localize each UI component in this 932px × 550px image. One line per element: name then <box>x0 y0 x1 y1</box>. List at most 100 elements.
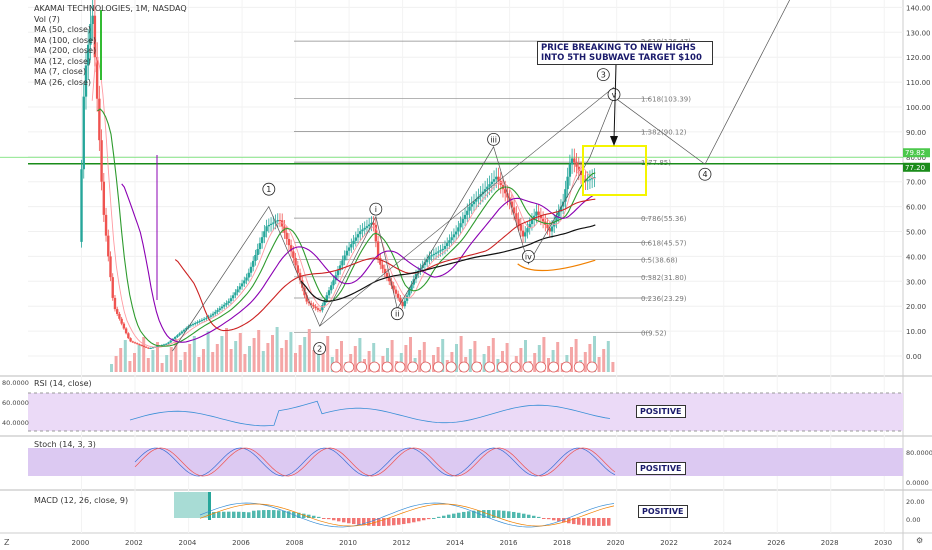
legend-ma26[interactable]: MA (26, close) <box>34 77 92 87</box>
legend-ma12[interactable]: MA (12, close) <box>34 56 92 66</box>
candle-body <box>352 240 355 245</box>
fib-label: 0.786(55.36) <box>641 215 687 223</box>
x-tick-label: 2012 <box>393 539 411 547</box>
macd-hist-bar <box>492 510 496 518</box>
candle-body <box>258 243 262 250</box>
candle-body <box>229 298 233 302</box>
candle-body <box>267 225 271 227</box>
volume-bar <box>183 352 187 372</box>
candle-body <box>289 245 293 252</box>
candle-body <box>408 290 411 296</box>
candle-body <box>450 237 453 241</box>
candle-body <box>136 343 139 345</box>
candle-body <box>330 285 333 291</box>
volume-bar <box>524 340 527 372</box>
volume-bar <box>275 327 279 372</box>
candle-body <box>414 273 418 280</box>
wave-label-iv: iv <box>521 249 535 263</box>
macd-hist-bar <box>537 516 541 518</box>
wave-label-text: v <box>612 91 617 100</box>
earnings-marker <box>368 361 380 373</box>
macd-hist-bar <box>232 511 236 518</box>
fib-label: 0.618(45.57) <box>641 240 687 248</box>
candle-body <box>546 224 549 229</box>
candle-body <box>524 232 527 237</box>
candle-body <box>307 301 311 304</box>
legend-ma200[interactable]: MA (200, close) <box>34 46 97 55</box>
macd-hist-bar <box>592 518 596 526</box>
candle-body <box>314 306 317 309</box>
macd-hist-bar <box>412 518 416 523</box>
macd-hist-bar <box>467 511 471 518</box>
candle-body <box>316 308 320 310</box>
macd-hist-bar <box>267 510 271 518</box>
candle-body <box>521 230 525 237</box>
volume-bar <box>280 348 284 372</box>
candle-body <box>396 293 400 298</box>
gear-icon[interactable]: ⚙ <box>916 536 924 545</box>
candle-body <box>80 169 83 242</box>
macd-hist-bar <box>497 510 501 518</box>
wave-label-text: iii <box>490 135 497 144</box>
candle-body <box>343 255 346 261</box>
ma50-line <box>174 198 596 332</box>
candle-body <box>220 306 224 309</box>
candle-body <box>557 211 560 217</box>
legend-ma7[interactable]: MA (7, close) <box>34 67 86 76</box>
earnings-marker <box>394 361 406 373</box>
candle-body <box>180 331 184 334</box>
candle-body <box>425 259 429 263</box>
macd-hist-bar <box>582 518 586 526</box>
candle-body <box>481 191 485 195</box>
earnings-marker <box>330 361 342 373</box>
highlight-box <box>582 145 647 196</box>
legend-ma50[interactable]: MA (50, close) <box>34 25 92 34</box>
candle-body <box>182 329 186 332</box>
wave-label-text: ii <box>395 310 399 319</box>
macd-hist-bar <box>227 511 231 518</box>
x-tick-label: 2016 <box>500 539 518 547</box>
annotation-box[interactable]: PRICE BREAKING TO NEW HIGHS INTO 5TH SUB… <box>537 41 713 65</box>
ma26-line <box>121 183 596 343</box>
x-tick-label: 2030 <box>874 539 892 547</box>
volume-bar <box>606 341 610 372</box>
macd-hist-bar <box>477 510 481 518</box>
macd-hist-bar <box>347 518 351 524</box>
stoch-positive-tag: POSITIVE <box>636 462 686 475</box>
volume-bar <box>436 347 440 372</box>
volume-bar <box>197 357 201 372</box>
candle-body <box>140 344 143 346</box>
candle-body <box>430 255 433 257</box>
macd-hist-bar <box>212 512 216 518</box>
candle-body <box>129 338 132 342</box>
earnings-marker <box>484 361 496 373</box>
fib-label: 0.382(31.80) <box>641 274 687 282</box>
volume-bar <box>468 349 472 372</box>
earnings-marker <box>458 361 470 373</box>
macd-hist-bar <box>587 518 591 526</box>
macd-hist-bar <box>422 518 426 521</box>
y-tick-label: 50.00 <box>906 229 926 237</box>
macd-hist-bar <box>382 518 386 526</box>
wave-label-text: 3 <box>601 71 606 80</box>
candle-body <box>537 211 540 215</box>
legend-ma100[interactable]: MA (100, close) <box>34 35 97 45</box>
macd-hist-bar <box>262 510 266 518</box>
candle-body <box>256 249 259 255</box>
y-tick-label: 20.00 <box>906 303 926 311</box>
candle-body <box>218 308 221 311</box>
volume-bar <box>160 363 164 372</box>
volume-bar <box>229 349 233 372</box>
candle-body <box>526 228 529 233</box>
macd-label: MACD (12, 26, close, 9) <box>34 496 129 505</box>
volume-bar <box>142 337 146 372</box>
macd-hist-bar <box>307 514 311 518</box>
volume-bar <box>422 342 426 372</box>
earnings-marker <box>496 361 508 373</box>
volume-bar <box>123 340 127 372</box>
legend-vol[interactable]: Vol (7) <box>34 14 60 24</box>
earnings-marker <box>573 361 585 373</box>
zoom-icon[interactable]: Z <box>4 538 10 547</box>
